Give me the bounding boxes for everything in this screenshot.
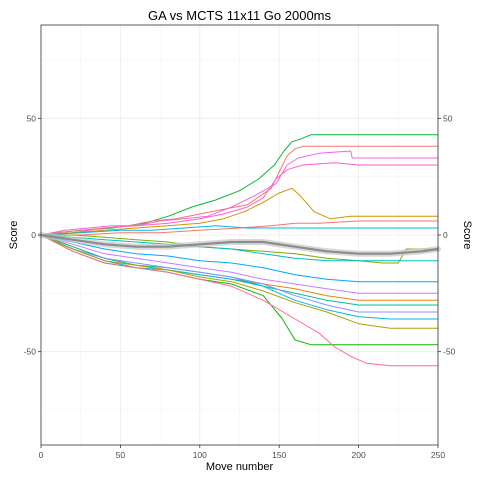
series-line-18 (40, 234, 438, 367)
series-line-5 (40, 187, 438, 236)
x-tick-label: 200 (352, 450, 366, 460)
x-tick-label: 250 (431, 450, 445, 460)
y-tick-label-left: 0 (31, 230, 36, 240)
x-axis-title: Move number (206, 461, 274, 473)
y-tick-label-left: -50 (24, 347, 37, 357)
x-tick-label: 100 (193, 450, 207, 460)
series-line-11 (40, 234, 438, 294)
x-tick-label: 150 (272, 450, 286, 460)
series-line-3 (40, 150, 438, 236)
series-line-14 (40, 234, 438, 313)
series-line-6 (41, 220, 438, 236)
y-tick-label-right: 50 (443, 113, 453, 123)
series-line-2 (40, 145, 438, 236)
series-line-16 (40, 234, 438, 329)
y-axis-title-right: Score (461, 221, 473, 250)
y-axis-title: Score (8, 221, 20, 250)
x-tick-label: 50 (116, 450, 126, 460)
y-tick-label-left: 50 (27, 113, 37, 123)
series-line-10 (40, 234, 438, 283)
y-tick-label-right: 0 (443, 230, 448, 240)
series-line-4 (40, 162, 438, 236)
series-line-8 (41, 234, 438, 264)
axes: 0 50 100 150 200 250 -50 -50 0 0 50 50 (24, 113, 456, 460)
series-line-9 (40, 234, 438, 262)
chart-title: GA vs MCTS 11x11 Go 2000ms (147, 8, 332, 23)
smooth-line (40, 233, 439, 255)
y-tick-label-right: -50 (443, 347, 456, 357)
series-layer (38, 134, 441, 367)
x-tick-label: 0 (39, 450, 44, 460)
series-line-7 (40, 225, 438, 236)
